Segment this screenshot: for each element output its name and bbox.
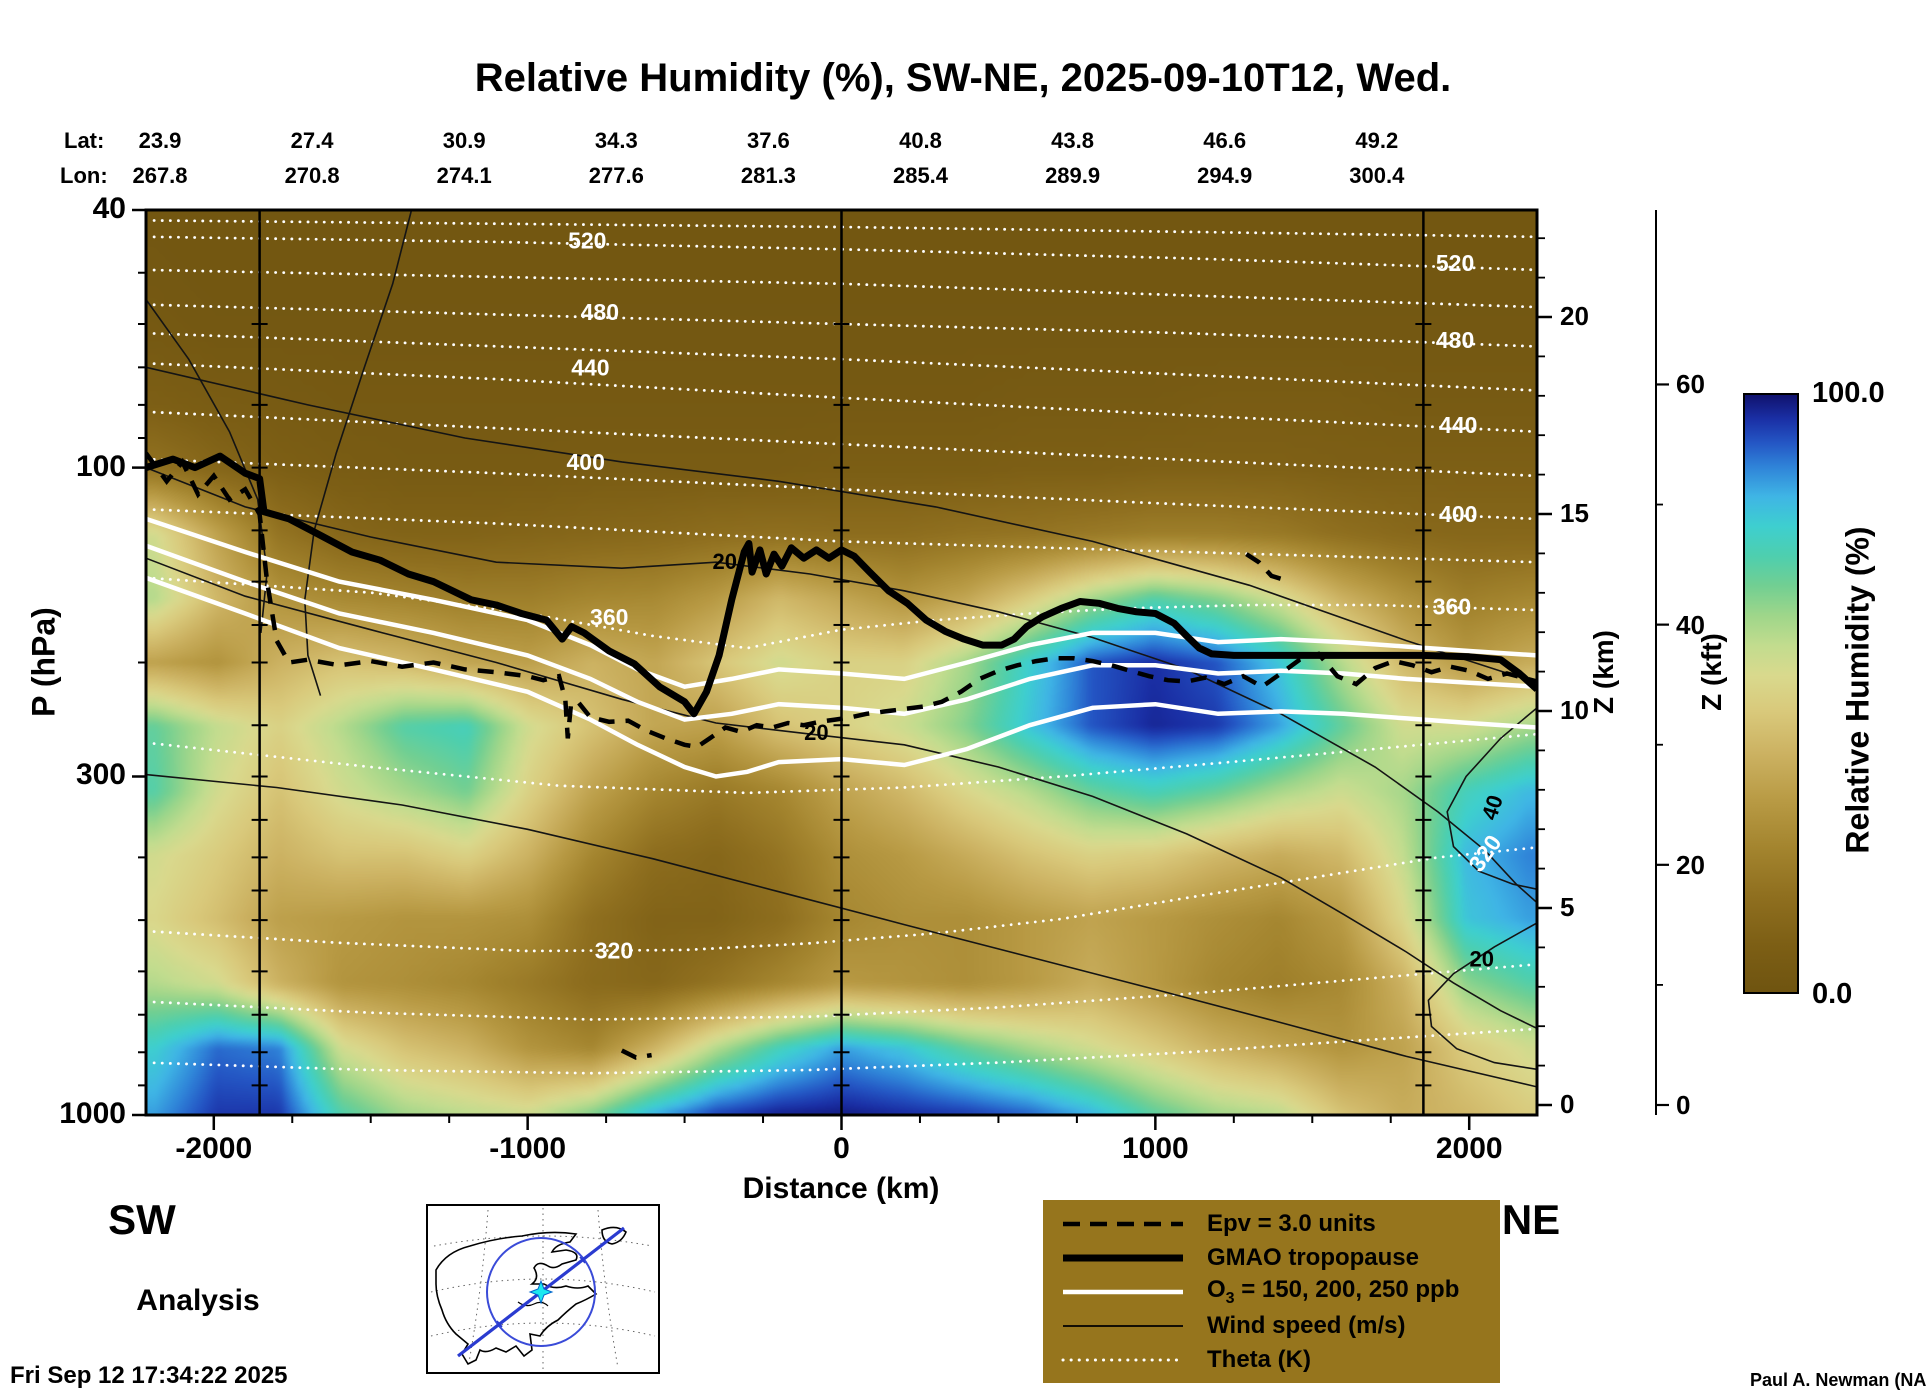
z-km-tick-label: 10: [1560, 695, 1589, 725]
timestamp: Fri Sep 12 17:34:22 2025: [10, 1362, 288, 1389]
lat-value: 46.6: [1203, 128, 1247, 153]
lon-value: 285.4: [892, 163, 949, 188]
legend-line-sample: [1061, 1358, 1185, 1361]
x-tick-label: -1000: [489, 1132, 567, 1165]
legend-line-sample: [1063, 1289, 1183, 1294]
lat-value: 37.6: [746, 128, 790, 153]
legend: Epv = 3.0 units GMAO tropopause O3 = 150, …: [1043, 1200, 1500, 1383]
legend-item-label: Wind speed (m/s): [1207, 1311, 1406, 1339]
legend-item-label: Theta (K): [1207, 1345, 1311, 1373]
colorbar-max-label: 100.0: [1812, 377, 1885, 409]
lon-value: 294.9: [1197, 163, 1253, 188]
map-inset: [426, 1204, 660, 1374]
lon-axis-label: Lon:: [60, 163, 108, 188]
z-kft-tick-label: 0: [1676, 1090, 1691, 1120]
lat-value: 49.2: [1355, 128, 1399, 153]
pressure-tick-label: 1000: [59, 1097, 126, 1130]
colorbar-title: Relative Humidity (%): [1839, 526, 1876, 854]
lat-value: 34.3: [594, 128, 638, 153]
z-kft-axis-title: Z (kft): [1696, 633, 1727, 711]
distance-axis-title: Distance (km): [742, 1172, 940, 1205]
x-tick-label: -2000: [175, 1132, 253, 1165]
lat-value: 27.4: [290, 128, 334, 153]
colorbar-min-label: 0.0: [1812, 978, 1853, 1010]
legend-item-label: GMAO tropopause: [1207, 1243, 1420, 1271]
z-km-tick-label: 0: [1560, 1089, 1575, 1119]
sw-corner-label: SW: [108, 1196, 176, 1243]
legend-item: Wind speed (m/s): [1061, 1309, 1500, 1343]
lon-value: 281.3: [740, 163, 796, 188]
credit: Paul A. Newman (NASA: [1750, 1370, 1926, 1390]
analysis-label: Analysis: [136, 1284, 260, 1317]
rh-field-canvas: [146, 210, 1537, 1115]
z-km-axis-title: Z (km): [1588, 630, 1619, 714]
x-tick-label: 0: [833, 1132, 850, 1165]
legend-item: GMAO tropopause: [1061, 1241, 1500, 1275]
pressure-tick-label: 300: [75, 758, 126, 792]
legend-item: Epv = 3.0 units: [1061, 1207, 1500, 1241]
legend-line-sample: [1063, 1254, 1183, 1261]
lon-value: 274.1: [436, 163, 492, 188]
pressure-axis-title: P (hPa): [25, 607, 62, 717]
lat-axis-label: Lat:: [64, 128, 105, 153]
chart-title: Relative Humidity (%), SW-NE, 2025-09-10…: [474, 56, 1452, 100]
colorbar: [1743, 393, 1799, 994]
z-km-tick-label: 15: [1560, 498, 1589, 528]
legend-item-label: Epv = 3.0 units: [1207, 1209, 1376, 1237]
lat-value: 23.9: [138, 128, 182, 153]
x-tick-label: 1000: [1121, 1132, 1189, 1165]
lat-value: 40.8: [899, 128, 942, 153]
legend-item: Theta (K): [1061, 1343, 1500, 1377]
lon-value: 267.8: [132, 163, 188, 188]
x-tick-label: 2000: [1435, 1132, 1503, 1165]
lon-value: 289.9: [1045, 163, 1101, 188]
legend-item-label: O3 = 150, 200, 250 ppb: [1207, 1275, 1460, 1307]
z-km-tick-label: 20: [1560, 301, 1589, 331]
pressure-tick-label: 100: [75, 449, 126, 483]
z-kft-tick-label: 60: [1676, 369, 1705, 400]
map-center-star-icon: [528, 1279, 554, 1305]
lon-value: 300.4: [1349, 163, 1405, 188]
ne-corner-label: NE: [1501, 1196, 1561, 1243]
pressure-tick-label: 40: [92, 192, 126, 225]
legend-line-sample: [1063, 1324, 1183, 1327]
lon-value: 277.6: [588, 163, 644, 188]
legend-line-sample: [1063, 1221, 1183, 1226]
z-kft-tick-label: 20: [1676, 849, 1705, 880]
lat-value: 30.9: [442, 128, 486, 153]
legend-item: O3 = 150, 200, 250 ppb: [1061, 1275, 1500, 1309]
z-kft-tick-label: 40: [1676, 609, 1705, 640]
lat-value: 43.8: [1051, 128, 1095, 153]
map-range-circle: [486, 1237, 596, 1347]
z-km-tick-label: 5: [1560, 892, 1575, 922]
map-graticule: [430, 1208, 656, 1370]
lon-value: 270.8: [284, 163, 340, 188]
